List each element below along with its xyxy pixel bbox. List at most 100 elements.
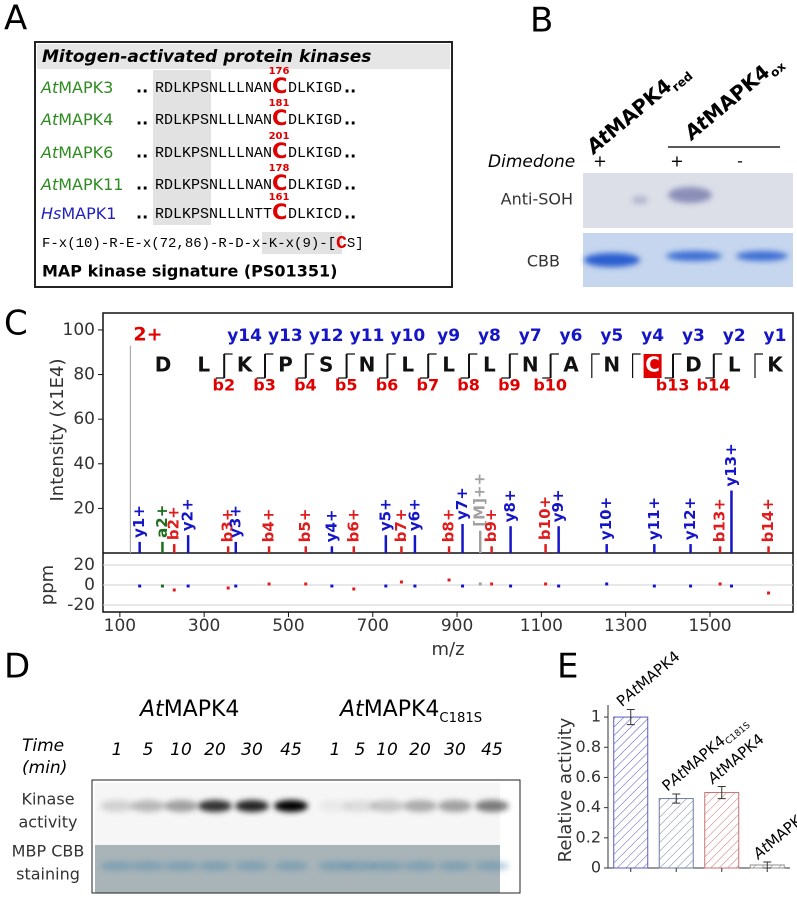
- kinase-bands: [100, 800, 509, 871]
- residue: N: [359, 353, 376, 377]
- b-ion: b4: [294, 376, 317, 395]
- y-ion: y9: [437, 326, 460, 346]
- y-bracket: [264, 353, 274, 378]
- b-bracket: [215, 354, 225, 379]
- residue: P: [278, 353, 293, 377]
- species: At: [40, 143, 59, 162]
- time-value: 20: [204, 740, 226, 760]
- ppm-tick-label: 0: [84, 575, 95, 595]
- name: MAPK1: [61, 204, 116, 223]
- band: [131, 861, 165, 871]
- treatment-sign: +: [670, 152, 683, 171]
- y-ion: y8: [478, 326, 501, 346]
- band: [235, 861, 269, 871]
- residue: D: [155, 353, 172, 377]
- x-tick-label: 700: [357, 616, 389, 636]
- species: Hs: [41, 204, 61, 223]
- y-ion: y5: [600, 326, 623, 346]
- peak-label: [M]++: [471, 473, 489, 527]
- time-label: (min): [22, 758, 67, 778]
- ppm-point: [399, 580, 403, 584]
- y-ion: y2: [723, 326, 746, 346]
- protein-name: AtMAPK11: [40, 175, 123, 194]
- peak-label: y9+: [549, 489, 567, 522]
- bar: [658, 798, 694, 869]
- ppm-tick-label: 20: [73, 555, 95, 575]
- b-ion: b8: [457, 376, 480, 395]
- y-tick-label: 60: [73, 409, 95, 429]
- residue: C: [272, 74, 287, 98]
- ellipsis: ..: [136, 78, 148, 97]
- residue: L: [401, 353, 414, 377]
- sequence: RDLKPSNLLLNTT: [155, 206, 272, 223]
- x-tick-label: 1300: [604, 616, 647, 636]
- peak-label: y6+: [405, 498, 423, 531]
- y-bracket: [713, 353, 723, 378]
- y-bracket: [346, 353, 355, 378]
- b-bracket: [256, 354, 266, 379]
- y-bracket: [428, 353, 437, 378]
- band: [343, 800, 377, 812]
- residue: N: [603, 353, 620, 377]
- charge: 2+: [133, 324, 162, 346]
- time-value: 5: [355, 740, 366, 760]
- label-part: MAPK4: [632, 647, 683, 694]
- y-tick-label: 0.6: [576, 767, 601, 786]
- peak-label: y8+: [501, 489, 519, 522]
- band: [318, 861, 352, 871]
- lane-label: AtMAPK4red: [580, 59, 695, 162]
- ppm-point: [544, 582, 548, 586]
- residue-position: 176: [269, 66, 290, 77]
- ellipsis: ..: [344, 78, 356, 97]
- ppm-point: [478, 582, 482, 586]
- peak-label: y3+: [226, 505, 244, 538]
- sequence: DLKIGD: [288, 112, 342, 129]
- y-bracket: [305, 353, 315, 378]
- y-ion: y11: [350, 326, 385, 346]
- band: [475, 861, 509, 871]
- y-ion: y4: [641, 326, 664, 346]
- ppm-point: [509, 584, 513, 588]
- b-ion: b5: [335, 376, 358, 395]
- ppm-point: [767, 591, 771, 595]
- time-value: 1: [330, 740, 341, 760]
- sequence: DLKICD: [288, 206, 342, 223]
- y-tick-label: 0.2: [576, 827, 601, 846]
- peak-label: b14+: [759, 498, 777, 542]
- blot-label: MBP CBB: [12, 842, 85, 861]
- b-ion: b2: [213, 376, 236, 395]
- peak-label: b8+: [440, 509, 458, 543]
- band: [100, 800, 134, 812]
- band: [403, 800, 437, 812]
- band: [235, 800, 269, 812]
- name: MAPK3: [58, 78, 113, 97]
- time-value: 5: [143, 740, 154, 760]
- ppm-point: [160, 584, 164, 588]
- label-part: MAPK4: [762, 805, 797, 852]
- peak-label: b7+: [392, 509, 410, 543]
- band: [343, 861, 377, 871]
- ppm-point: [729, 584, 733, 588]
- pattern-part: F-x(10)-R-E-x(72,86)-R-D-x-K-x(9)-[: [42, 236, 336, 252]
- name: MAPK4: [58, 110, 113, 129]
- peak-label: b2+: [165, 506, 183, 540]
- y-tick-label: 1: [591, 707, 601, 726]
- y-tick-label: 0: [591, 858, 601, 877]
- lane-label: AtMAPK4ox: [678, 49, 789, 148]
- ellipsis: ..: [136, 175, 148, 194]
- ppm-point: [304, 582, 308, 586]
- ellipsis: ..: [344, 204, 356, 223]
- b-bracket: [379, 354, 388, 379]
- b-bracket: [501, 354, 510, 379]
- bar: [704, 792, 740, 869]
- highlight-box: [643, 354, 662, 378]
- panel-label: E: [557, 647, 578, 687]
- blot-band: [584, 253, 640, 267]
- species: At: [40, 78, 59, 97]
- sequence: RDLKPSNLLLNAN: [155, 80, 272, 97]
- time-value: 10: [376, 740, 398, 760]
- time-value: 1: [112, 740, 123, 760]
- blot-band: [666, 251, 722, 261]
- protein-name: HsMAPK1: [41, 204, 116, 223]
- ellipsis: ..: [136, 204, 148, 223]
